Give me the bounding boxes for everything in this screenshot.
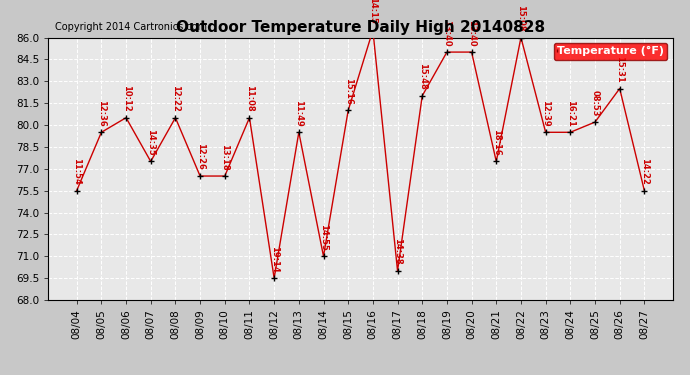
Text: 13:40: 13:40	[467, 20, 476, 46]
Text: 16:21: 16:21	[566, 100, 575, 126]
Text: 15:31: 15:31	[615, 56, 624, 83]
Text: 14:22: 14:22	[640, 158, 649, 185]
Text: 10:12: 10:12	[121, 85, 130, 112]
Text: 14:35: 14:35	[146, 129, 155, 156]
Text: 14:55: 14:55	[319, 224, 328, 251]
Text: 11:54: 11:54	[72, 158, 81, 185]
Text: 18:16: 18:16	[492, 129, 501, 156]
Text: 15:16: 15:16	[344, 78, 353, 105]
Title: Outdoor Temperature Daily High 20140828: Outdoor Temperature Daily High 20140828	[176, 20, 545, 35]
Legend: Temperature (°F): Temperature (°F)	[553, 43, 667, 60]
Text: 12:22: 12:22	[171, 85, 180, 112]
Text: Copyright 2014 Cartronics.com: Copyright 2014 Cartronics.com	[55, 22, 206, 32]
Text: 15:08: 15:08	[516, 5, 526, 32]
Text: 15:48: 15:48	[417, 63, 426, 90]
Text: 11:08: 11:08	[245, 85, 254, 112]
Text: 08:53: 08:53	[591, 90, 600, 116]
Text: 12:26: 12:26	[195, 143, 205, 170]
Text: 14:38: 14:38	[393, 238, 402, 265]
Text: 19:14: 19:14	[270, 246, 279, 272]
Text: 12:39: 12:39	[541, 100, 550, 126]
Text: 11:49: 11:49	[295, 100, 304, 126]
Text: 13:18: 13:18	[220, 144, 229, 170]
Text: 13:40: 13:40	[442, 20, 451, 46]
Text: 14:15: 14:15	[368, 0, 377, 24]
Text: 12:36: 12:36	[97, 100, 106, 126]
